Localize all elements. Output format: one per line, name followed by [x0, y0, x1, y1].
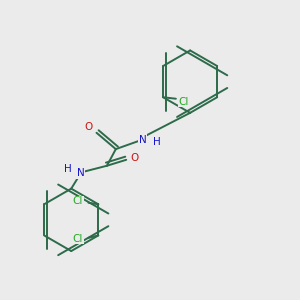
Text: O: O: [84, 122, 92, 132]
Text: H: H: [64, 164, 72, 174]
Text: H: H: [153, 137, 161, 147]
Text: N: N: [77, 168, 85, 178]
Text: N: N: [139, 135, 146, 145]
Text: Cl: Cl: [73, 196, 83, 206]
Text: Cl: Cl: [179, 97, 189, 107]
Text: O: O: [130, 153, 139, 163]
Text: Cl: Cl: [73, 234, 83, 244]
